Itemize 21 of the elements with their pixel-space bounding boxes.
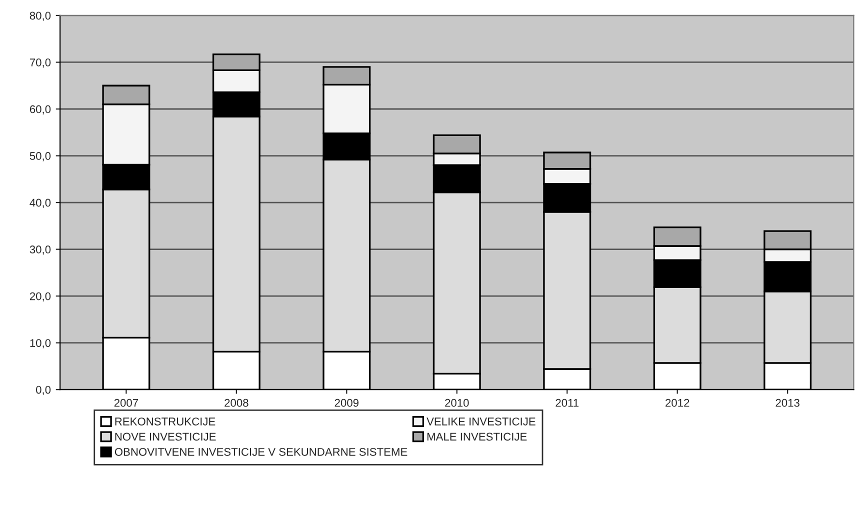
x-tick-label: 2007 xyxy=(114,398,138,407)
x-tick-label: 2009 xyxy=(334,398,358,407)
y-tick-label: 50,0 xyxy=(30,152,51,162)
legend-label: MALE INVESTICIJE xyxy=(427,432,527,441)
legend-label: VELIKE INVESTICIJE xyxy=(426,418,536,426)
x-tick-label: 2013 xyxy=(776,398,800,407)
legend-label: OBNOVITVENE INVESTICIJE V SEKUNDARNE SISTEME xyxy=(114,448,408,456)
y-tick-label: 70,0 xyxy=(30,58,51,68)
legend-label: REKONSTRUKCIJE xyxy=(115,418,216,426)
y-tick-label: 10,0 xyxy=(30,339,51,348)
legend-label: NOVE INVESTICIJE xyxy=(115,432,216,441)
x-tick-label: 2012 xyxy=(666,398,690,407)
x-tick-label: 2008 xyxy=(224,398,248,407)
y-tick-label: 30,0 xyxy=(30,246,51,255)
x-tick-label: 2010 xyxy=(445,398,469,407)
y-tick-label: 0,0 xyxy=(36,386,51,396)
y-tick-label: 20,0 xyxy=(30,292,51,302)
y-tick-label: 40,0 xyxy=(30,198,51,208)
y-tick-label: 60,0 xyxy=(30,105,51,114)
x-tick-label: 2011 xyxy=(556,398,579,407)
y-tick-label: 80,0 xyxy=(30,12,51,21)
